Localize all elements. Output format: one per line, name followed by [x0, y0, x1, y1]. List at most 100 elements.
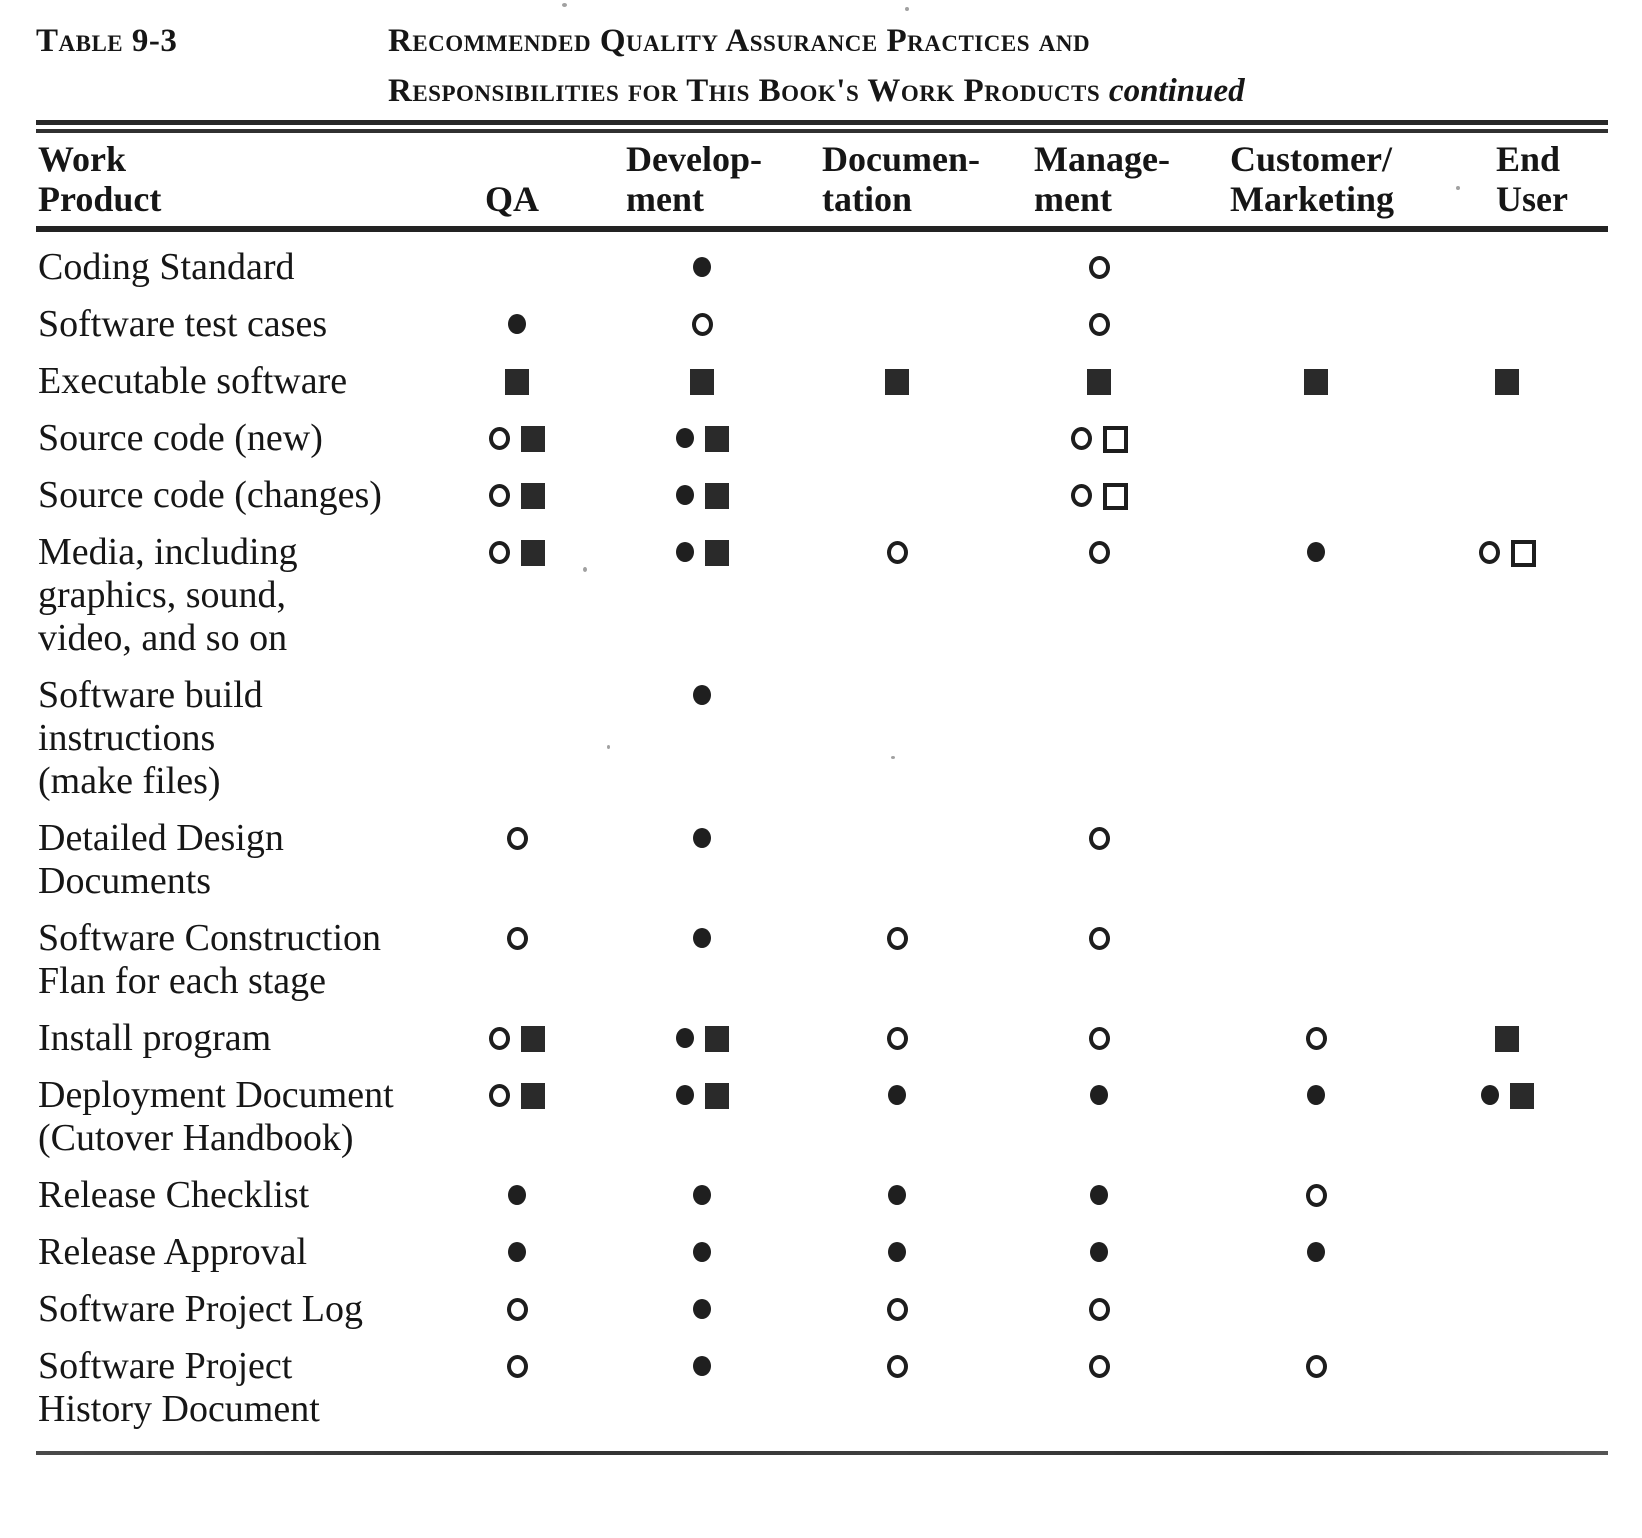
work-product-label-line: Media, including	[38, 531, 298, 573]
column-header-line: ment	[626, 179, 704, 219]
column-header-customer-marketing: Customer/Marketing	[1226, 139, 1406, 219]
cell-management	[972, 1345, 1226, 1431]
cell-end-user	[1406, 417, 1608, 460]
table-row: Software Construction Flan for each stage	[36, 917, 1608, 1003]
filled-square-icon	[1495, 1026, 1519, 1052]
open-circle-icon	[1305, 1027, 1327, 1050]
cell-management	[972, 1231, 1226, 1274]
open-circle-icon	[489, 541, 510, 564]
filled-square-icon	[885, 369, 909, 395]
filled-square-icon	[1509, 1083, 1534, 1109]
open-circle-icon	[1088, 927, 1110, 950]
cell-documentation	[822, 1288, 972, 1331]
filled-square-icon	[690, 369, 714, 395]
cell-management	[972, 1288, 1226, 1331]
column-header-line: QA	[485, 179, 539, 219]
cell-customer-marketing	[1226, 1017, 1406, 1060]
work-product-label: Media, including graphics, sound, video, a…	[36, 531, 452, 660]
cell-documentation	[822, 1231, 972, 1274]
cell-development	[582, 246, 822, 289]
open-circle-icon	[886, 541, 908, 564]
open-circle-icon	[506, 1355, 528, 1378]
table-row: Release Approval	[36, 1231, 1608, 1274]
work-product-label-line: Software Project	[38, 1345, 293, 1387]
column-header-line: Develop-	[626, 139, 762, 179]
table-title-line1: Recommended Quality Assurance Practices …	[388, 23, 1091, 59]
filled-square-icon	[1495, 369, 1519, 395]
table-title-line2-wrap: Responsibilities for This Book's Work Pr…	[388, 66, 1245, 116]
cell-qa	[452, 1174, 582, 1217]
cell-documentation	[822, 1345, 972, 1431]
work-product-label: Source code (new)	[36, 417, 452, 460]
cell-end-user	[1406, 531, 1608, 660]
cell-development	[582, 417, 822, 460]
cell-qa	[452, 674, 582, 803]
cell-management	[972, 917, 1226, 1003]
cell-qa	[452, 1288, 582, 1331]
cell-end-user	[1406, 1288, 1608, 1331]
table-title: Recommended Quality Assurance Practices …	[388, 16, 1245, 116]
table-number-label: Table 9-3	[36, 23, 178, 59]
cell-documentation	[822, 917, 972, 1003]
table-row: Software Project Log	[36, 1288, 1608, 1331]
work-product-label-line: instructions	[38, 717, 216, 759]
cell-end-user	[1406, 1017, 1608, 1060]
table-body: Coding Standard Software test cases Execut…	[36, 232, 1608, 1431]
cell-qa	[452, 246, 582, 289]
filled-circle-icon	[693, 257, 711, 277]
cell-customer-marketing	[1226, 1288, 1406, 1331]
filled-circle-icon	[888, 1242, 906, 1262]
cell-documentation	[822, 531, 972, 660]
work-product-label-line: Flan for each stage	[38, 960, 327, 1002]
filled-circle-icon	[1480, 1085, 1499, 1105]
filled-circle-icon	[693, 1356, 711, 1376]
work-product-label: Source code (changes)	[36, 474, 452, 517]
cell-customer-marketing	[1226, 917, 1406, 1003]
open-circle-icon	[506, 927, 528, 950]
work-product-label: Release Checklist	[36, 1174, 452, 1217]
open-circle-icon	[886, 1027, 908, 1050]
table-row: Software test cases	[36, 303, 1608, 346]
filled-square-icon	[521, 1083, 545, 1109]
cell-qa	[452, 1231, 582, 1274]
filled-circle-icon	[675, 1085, 694, 1105]
work-product-label: Deployment Document (Cutover Handbook)	[36, 1074, 452, 1160]
table-caption: Table 9-3 Recommended Quality Assurance …	[36, 0, 1608, 116]
cell-management	[972, 674, 1226, 803]
cell-customer-marketing	[1226, 1074, 1406, 1160]
cell-development	[582, 1231, 822, 1274]
work-product-label: Executable software	[36, 360, 452, 403]
cell-end-user	[1406, 1231, 1608, 1274]
filled-square-icon	[1087, 369, 1111, 395]
scan-speck	[891, 756, 895, 759]
cell-end-user	[1406, 246, 1608, 289]
cell-management	[972, 1074, 1226, 1160]
open-circle-icon	[886, 1355, 908, 1378]
cell-end-user	[1406, 1174, 1608, 1217]
table-title-continued: continued	[1108, 73, 1245, 109]
open-circle-icon	[886, 1298, 908, 1321]
column-header-line: User	[1496, 179, 1568, 219]
filled-circle-icon	[675, 428, 694, 448]
column-header-development: Develop-ment	[582, 139, 822, 219]
table-row: Software build instructions (make files)	[36, 674, 1608, 803]
cell-management	[972, 303, 1226, 346]
scan-speck	[1456, 186, 1460, 190]
column-header-qa: QA	[452, 179, 582, 219]
open-circle-icon	[1070, 484, 1092, 507]
cell-end-user	[1406, 674, 1608, 803]
cell-development	[582, 531, 822, 660]
work-product-label: Software Project Log	[36, 1288, 452, 1331]
cell-customer-marketing	[1226, 246, 1406, 289]
table-title-line2: Responsibilities for This Book's Work Pr…	[388, 73, 1101, 109]
filled-circle-icon	[888, 1185, 906, 1205]
work-product-label-line: Install program	[38, 1017, 272, 1059]
filled-circle-icon	[693, 928, 711, 948]
work-product-label-line: video, and so on	[38, 617, 288, 659]
cell-qa	[452, 1074, 582, 1160]
open-circle-icon	[1305, 1355, 1327, 1378]
work-product-label: Release Approval	[36, 1231, 452, 1274]
cell-development	[582, 917, 822, 1003]
column-header-work-product: Work Product	[36, 139, 452, 219]
